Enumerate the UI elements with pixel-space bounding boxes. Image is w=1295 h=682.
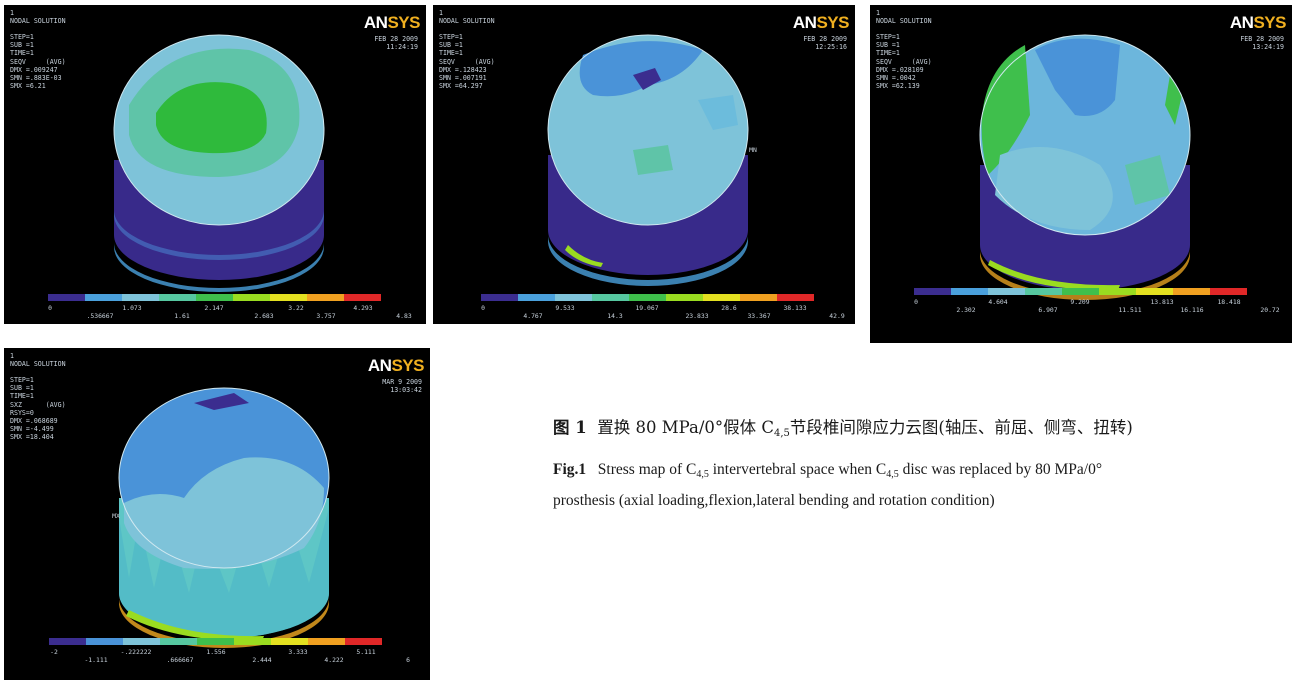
legend-label: 4.293 [353, 304, 373, 312]
legend-label: 2.147 [204, 304, 224, 312]
legend-label: 11.511 [1118, 306, 1142, 314]
legend-label: .666667 [166, 656, 194, 664]
legend-label: 6 [406, 656, 410, 664]
legend-label: 5.111 [356, 648, 376, 656]
legend-label: 0 [914, 298, 918, 306]
solution-header: 1 NODAL SOLUTION STEP=1 SUB =1 TIME=1 SX… [10, 352, 66, 441]
legend-label: 23.833 [685, 312, 709, 320]
legend-label: 4.604 [988, 298, 1008, 306]
legend-label: 13.813 [1150, 298, 1174, 306]
contour-panel-rotation: 1 NODAL SOLUTION STEP=1 SUB =1 TIME=1 SX… [4, 348, 430, 680]
disc-contour-figure [48, 34, 381, 301]
contour-panel-flexion: 1 NODAL SOLUTION STEP=1 SUB =1 TIME=1 SE… [433, 5, 855, 324]
legend-label: -.222222 [120, 648, 152, 656]
legend-label: 14.3 [607, 312, 623, 320]
stress-zone-high [156, 82, 267, 154]
caption-english: Fig.1 Stress map of C4,5 intervertebral … [553, 461, 1103, 509]
legend-label: 4.83 [396, 312, 412, 320]
disc-contour-figure [49, 387, 382, 648]
legend-label: 2.302 [956, 306, 976, 314]
legend-label: 0 [481, 304, 485, 312]
legend-label: 4.222 [324, 656, 344, 664]
timestamp: FEB 28 2009 12:25:16 [803, 35, 847, 52]
legend-label: -2 [50, 648, 58, 656]
contour-panel-lateral-bending: 1 NODAL SOLUTION STEP=1 SUB =1 TIME=1 SE… [870, 5, 1292, 343]
legend-swatch [48, 294, 85, 301]
disc-contour-figure [914, 34, 1247, 300]
solution-header: 1 NODAL SOLUTION STEP=1 SUB =1 TIME=1 SE… [439, 9, 495, 90]
timestamp: FEB 28 2009 13:24:19 [1240, 35, 1284, 52]
legend-label: 42.9 [829, 312, 845, 320]
legend-label: 9.209 [1070, 298, 1090, 306]
ansys-logo: ANSYS [792, 13, 850, 32]
ansys-logo: ANSYS [1229, 13, 1287, 32]
solution-header: 1 NODAL SOLUTION STEP=1 SUB =1 TIME=1 SE… [876, 9, 932, 90]
legend-label: 1.556 [206, 648, 226, 656]
legend-label: 33.367 [747, 312, 771, 320]
legend-label: .536667 [86, 312, 114, 320]
contour-panel-axial: 1 NODAL SOLUTION STEP=1 SUB =1 TIME=1 SE… [4, 5, 426, 324]
legend-label: 18.418 [1217, 298, 1241, 306]
legend-label: 1.61 [174, 312, 190, 320]
legend-label: 16.116 [1180, 306, 1204, 314]
legend-label: 28.6 [721, 304, 737, 312]
legend-label: 6.907 [1038, 306, 1058, 314]
legend-label: 9.533 [555, 304, 575, 312]
legend-label: 3.333 [288, 648, 308, 656]
timestamp: FEB 28 2009 11:24:19 [374, 35, 418, 52]
disc-contour-figure [481, 34, 814, 301]
ansys-logo: ANSYS [363, 13, 421, 32]
legend-label: 20.72 [1260, 306, 1280, 314]
legend-label: 19.067 [635, 304, 659, 312]
legend-label: 2.683 [254, 312, 274, 320]
legend-label: 3.757 [316, 312, 336, 320]
legend-label: 3.22 [288, 304, 304, 312]
solution-header: 1 NODAL SOLUTION STEP=1 SUB =1 TIME=1 SE… [10, 9, 66, 90]
timestamp: MAR 9 2009 13:03:42 [382, 378, 422, 395]
legend-label: 2.444 [252, 656, 272, 664]
caption-chinese: 图 1 置换 80 MPa/0°假体 C4,5节段椎间隙应力云图(轴压、前屈、侧… [553, 418, 1133, 439]
legend-label: 1.073 [122, 304, 142, 312]
figure-caption: 图 1 置换 80 MPa/0°假体 C4,5节段椎间隙应力云图(轴压、前屈、侧… [553, 413, 1143, 514]
legend-label: 0 [48, 304, 52, 312]
node-marker: MN [749, 146, 757, 154]
ansys-logo: ANSYS [367, 356, 425, 375]
legend-label: -1.111 [84, 656, 108, 664]
legend-label: 4.767 [523, 312, 543, 320]
legend-label: 38.133 [783, 304, 807, 312]
node-marker: MX [112, 512, 120, 520]
